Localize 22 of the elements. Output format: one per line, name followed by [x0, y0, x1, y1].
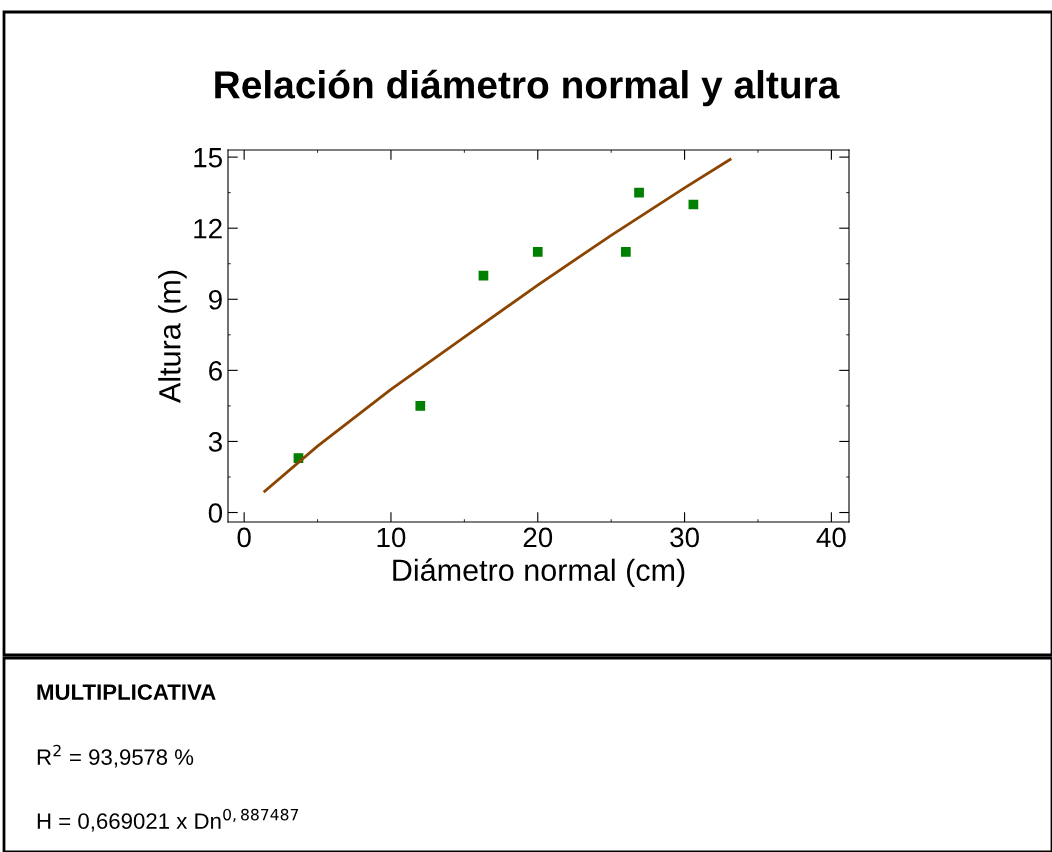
x-tick-label: 30 — [670, 527, 699, 548]
point — [634, 187, 644, 198]
text: R$^{2}$ = 93,9578 % — [37, 744, 194, 768]
y-tick-label: 12 — [194, 218, 222, 239]
x-tick-label: 40 — [816, 527, 846, 548]
chart-title: Relación diámetro normal y altura — [215, 69, 840, 107]
y-tick-label: 0 — [208, 503, 223, 523]
y-tick-label: 6 — [209, 361, 222, 381]
y-tick-label: 15 — [194, 148, 222, 168]
y-tick-label: 3 — [208, 432, 222, 452]
point — [532, 247, 543, 257]
y-tick-label: 9 — [208, 289, 222, 310]
x-tick-label: 0 — [237, 527, 251, 548]
line-series — [263, 158, 732, 493]
x-tick-label: 20 — [523, 527, 553, 548]
text: MULTIPLICATIVA — [37, 684, 216, 700]
x-axis-title: Diámetro normal (cm) — [393, 558, 685, 588]
text: H = 0,669021 x Dn$^{0,887487}$ — [37, 808, 299, 832]
point — [620, 247, 631, 257]
y-axis-title: Altura (m) — [158, 270, 187, 403]
point — [415, 401, 426, 411]
x-tick-label: 10 — [377, 527, 406, 548]
